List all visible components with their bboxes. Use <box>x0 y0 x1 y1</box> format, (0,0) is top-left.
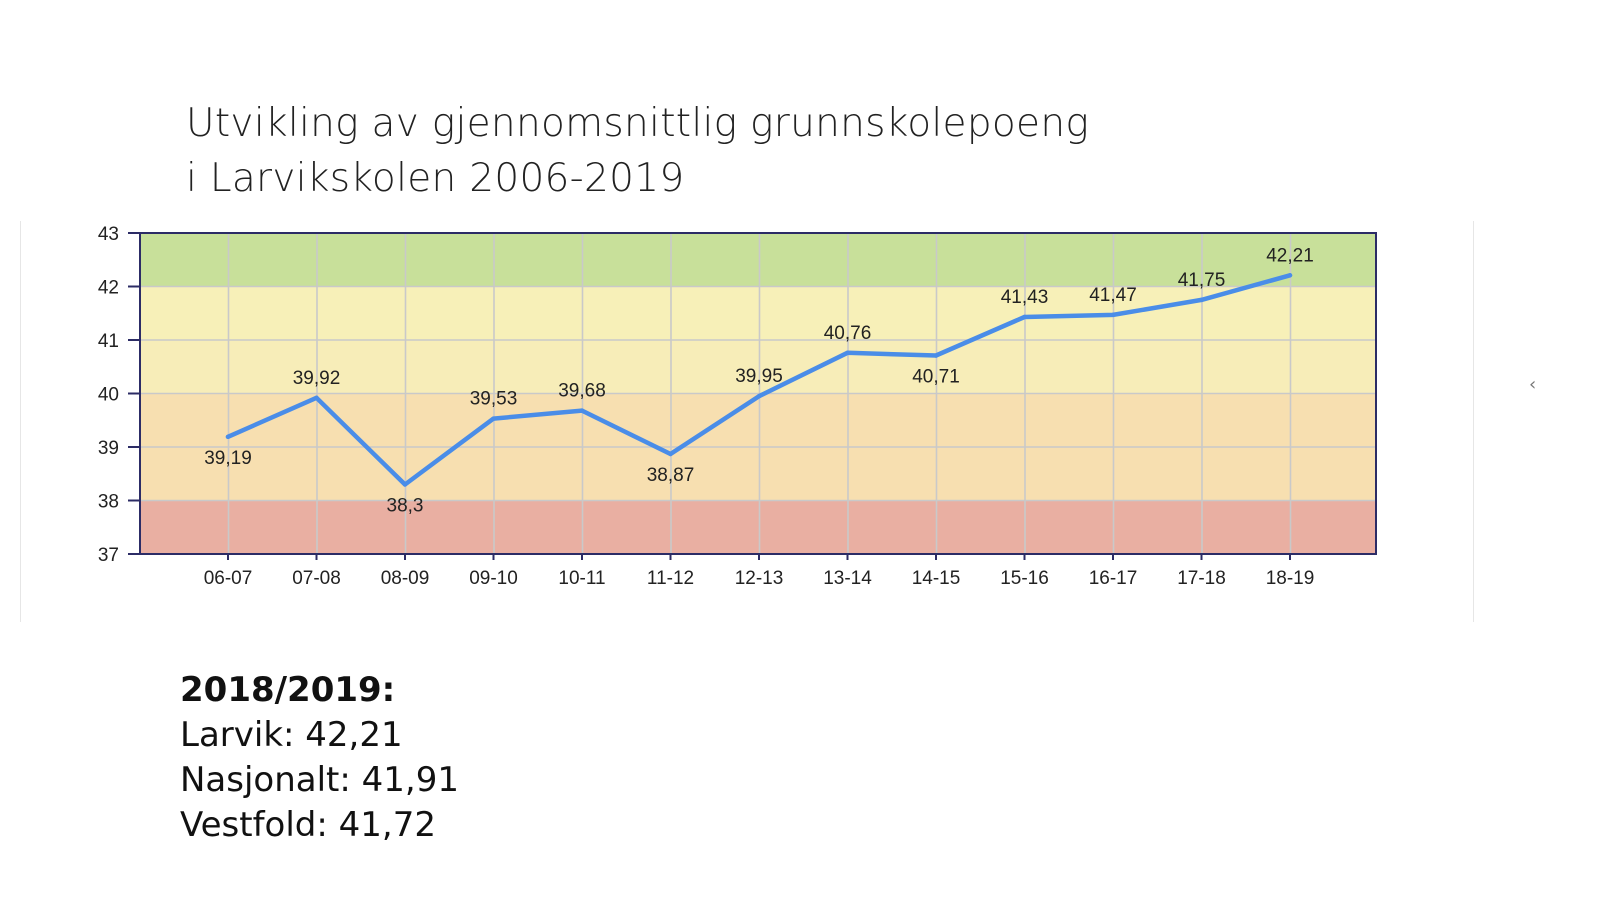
data-label-15-16: 41,43 <box>1001 287 1049 308</box>
data-point-16-17 <box>1110 312 1116 318</box>
x-tick-label-12-13: 12-13 <box>735 568 784 589</box>
summary-nasjonalt: Nasjonalt: 41,91 <box>180 760 459 800</box>
line-chart: 37 38 39 40 41 42 43 06-07 07-08 08-09 09-10 10-11 1… <box>98 224 1377 589</box>
summary-heading: 2018/2019: <box>180 670 396 710</box>
y-tick-label-43: 43 <box>98 224 119 245</box>
data-point-06-07 <box>225 434 231 440</box>
data-label-10-11: 39,68 <box>558 381 606 402</box>
y-tick-label-41: 41 <box>98 331 119 352</box>
scroll-left-icon[interactable]: ‹ <box>1529 374 1537 395</box>
band-41-42 <box>140 286 1376 340</box>
data-point-18-19 <box>1287 273 1293 278</box>
data-point-11-12 <box>668 451 673 457</box>
band-37-38 <box>140 500 1376 554</box>
data-label-12-13: 39,95 <box>735 366 783 387</box>
chart-title: Utvikling av gjennomsnittlig grunnskolep… <box>186 96 1286 206</box>
chart-container: 37 38 39 40 41 42 43 06-07 07-08 08-09 09-10 10-11 1… <box>20 221 1474 622</box>
summary-vestfold: Vestfold: 41,72 <box>180 805 436 845</box>
data-label-13-14: 40,76 <box>824 323 872 344</box>
data-label-08-09: 38,3 <box>387 495 424 516</box>
data-label-06-07: 39,19 <box>204 448 252 469</box>
data-point-14-15 <box>933 353 939 358</box>
data-labels: 39,19 39,92 38,3 39,53 39,68 38,87 39,95 40,76 4… <box>204 245 1314 516</box>
summary-block: 2018/2019: Larvik: 42,21 Nasjonalt: 41,9… <box>180 668 459 848</box>
chart-title-line-2: i Larvikskolen 2006-2019 <box>186 156 685 201</box>
y-tick-label-38: 38 <box>98 492 119 513</box>
x-tick-label-09-10: 09-10 <box>469 568 518 589</box>
y-tick-label-39: 39 <box>98 438 119 459</box>
grid-lines <box>140 233 1376 554</box>
data-point-09-10 <box>491 416 496 421</box>
y-tick-label-37: 37 <box>98 545 119 566</box>
x-tick-label-17-18: 17-18 <box>1177 568 1226 589</box>
x-tick-label-06-07: 06-07 <box>204 568 253 589</box>
data-label-17-18: 41,75 <box>1178 270 1226 291</box>
y-tick-label-40: 40 <box>98 385 119 406</box>
data-label-11-12: 38,87 <box>647 465 695 486</box>
x-tick-label-10-11: 10-11 <box>558 568 605 589</box>
data-point-12-13 <box>756 393 762 399</box>
x-tick-label-15-16: 15-16 <box>1000 568 1049 589</box>
series-line-layer <box>225 273 1293 487</box>
x-tick-label-11-12: 11-12 <box>647 568 694 589</box>
x-tick-label-07-08: 07-08 <box>292 568 341 589</box>
data-point-17-18 <box>1199 297 1204 303</box>
data-label-07-08: 39,92 <box>293 368 341 389</box>
data-point-07-08 <box>314 395 319 400</box>
x-tick-label-13-14: 13-14 <box>823 568 872 589</box>
data-point-15-16 <box>1022 314 1027 320</box>
chart-title-line-1: Utvikling av gjennomsnittlig grunnskolep… <box>186 101 1090 146</box>
data-label-09-10: 39,53 <box>470 389 518 410</box>
data-point-13-14 <box>845 350 850 356</box>
summary-larvik: Larvik: 42,21 <box>180 715 403 755</box>
data-point-08-09 <box>402 482 408 487</box>
data-point-10-11 <box>579 408 585 413</box>
data-label-16-17: 41,47 <box>1089 285 1137 306</box>
x-tick-label-08-09: 08-09 <box>381 568 430 589</box>
x-tick-label-18-19: 18-19 <box>1266 568 1315 589</box>
band-42-43 <box>140 233 1376 287</box>
y-tick-label-42: 42 <box>98 278 119 299</box>
data-label-18-19: 42,21 <box>1266 245 1314 266</box>
x-tick-label-14-15: 14-15 <box>912 568 961 589</box>
background-bands <box>140 233 1376 554</box>
x-tick-label-16-17: 16-17 <box>1089 568 1138 589</box>
data-label-14-15: 40,71 <box>912 367 960 388</box>
axes: 37 38 39 40 41 42 43 06-07 07-08 08-09 09-10 10-11 1… <box>98 224 1377 589</box>
band-40-41 <box>140 340 1376 394</box>
